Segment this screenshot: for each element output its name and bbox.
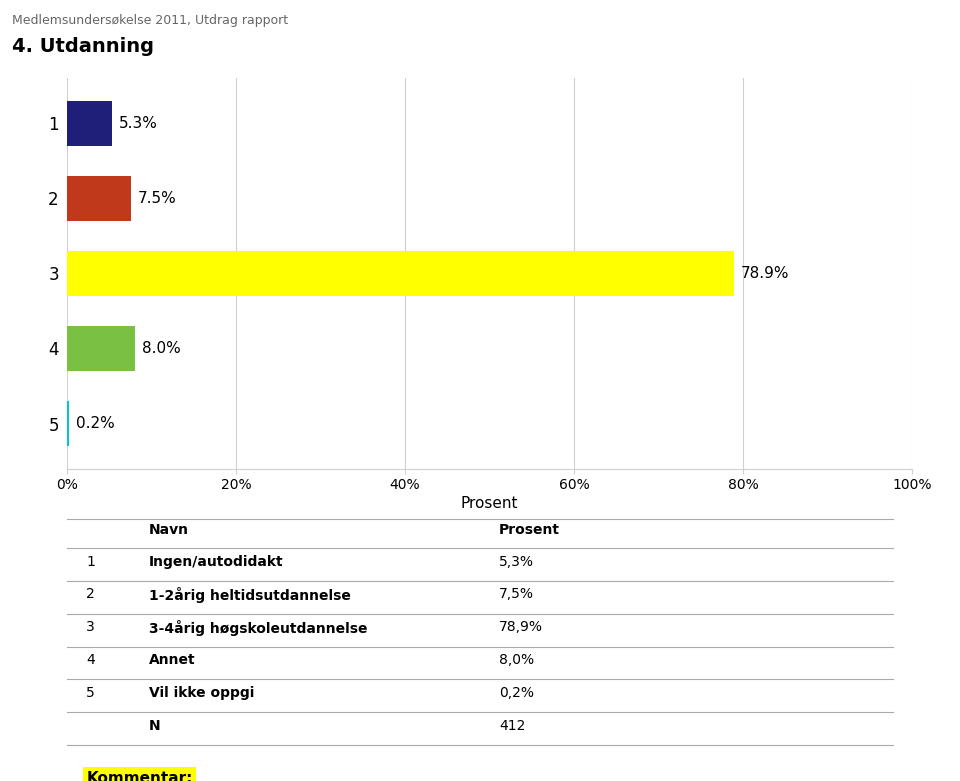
Text: 78.9%: 78.9% xyxy=(740,266,789,281)
Bar xyxy=(67,326,134,371)
Bar xyxy=(67,101,112,146)
Text: Vil ikke oppgi: Vil ikke oppgi xyxy=(149,686,254,700)
Text: 5,3%: 5,3% xyxy=(499,555,534,569)
Text: Annet: Annet xyxy=(149,653,196,667)
Text: 8,0%: 8,0% xyxy=(499,653,535,667)
Text: 8.0%: 8.0% xyxy=(141,341,180,356)
Text: Kommentar:: Kommentar: xyxy=(86,771,193,781)
Text: 7.5%: 7.5% xyxy=(137,191,176,205)
Text: 4. Utdanning: 4. Utdanning xyxy=(12,37,154,56)
Text: Medlemsundersøkelse 2011, Utdrag rapport: Medlemsundersøkelse 2011, Utdrag rapport xyxy=(12,14,288,27)
Text: N: N xyxy=(149,719,160,733)
Bar xyxy=(67,176,131,221)
Text: 78,9%: 78,9% xyxy=(499,620,543,634)
Text: 1-2årig heltidsutdannelse: 1-2årig heltidsutdannelse xyxy=(149,587,350,603)
Text: 412: 412 xyxy=(499,719,525,733)
Bar xyxy=(67,251,733,296)
Text: Ingen/autodidakt: Ingen/autodidakt xyxy=(149,555,283,569)
Text: Navn: Navn xyxy=(149,523,189,537)
Text: 3-4årig høgskoleutdannelse: 3-4årig høgskoleutdannelse xyxy=(149,620,368,636)
Text: 7,5%: 7,5% xyxy=(499,587,534,601)
Text: 0,2%: 0,2% xyxy=(499,686,534,700)
Text: 4: 4 xyxy=(86,653,95,667)
Text: 5: 5 xyxy=(86,686,95,700)
Text: Prosent: Prosent xyxy=(499,523,561,537)
Text: 5.3%: 5.3% xyxy=(119,116,157,130)
Text: Prosent: Prosent xyxy=(461,496,518,511)
Bar xyxy=(67,401,69,446)
Text: 0.2%: 0.2% xyxy=(76,416,114,431)
Text: 1: 1 xyxy=(86,555,95,569)
Text: 3: 3 xyxy=(86,620,95,634)
Text: 2: 2 xyxy=(86,587,95,601)
